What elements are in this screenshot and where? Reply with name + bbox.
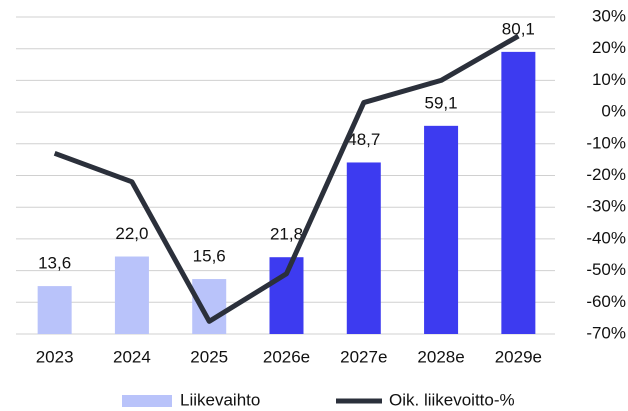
value-label: 13,6 — [38, 254, 71, 273]
legend-swatch — [122, 395, 172, 407]
legend-label: Liikevaihto — [180, 390, 260, 409]
line — [53, 33, 520, 324]
x-tick-label: 2028e — [417, 347, 464, 366]
bar — [114, 256, 149, 334]
bar — [501, 51, 536, 335]
y2-tick-label: 20% — [592, 38, 626, 57]
x-tick-label: 2025 — [190, 347, 228, 366]
y2-tick-label: 10% — [592, 70, 626, 89]
bar — [346, 162, 381, 334]
legend-label: Oik. liikevoitto-% — [389, 390, 515, 409]
y2-tick-label: -50% — [586, 260, 626, 279]
x-tick-label: 2023 — [36, 347, 74, 366]
y2-tick-label: 0% — [601, 102, 626, 121]
y2-tick-label: 30% — [592, 6, 626, 25]
y2-tick-label: -30% — [586, 197, 626, 216]
value-label: 59,1 — [425, 93, 458, 112]
y2-tick-label: -20% — [586, 165, 626, 184]
value-label: 22,0 — [115, 224, 148, 243]
bar — [424, 125, 459, 334]
value-label: 48,7 — [347, 130, 380, 149]
y2-tick-label: -70% — [586, 323, 626, 342]
value-label: 21,8 — [270, 225, 303, 244]
bar — [37, 286, 72, 334]
y2-tick-label: -10% — [586, 133, 626, 152]
x-tick-label: 2026e — [263, 347, 310, 366]
bar — [192, 279, 227, 334]
y2-tick-label: -40% — [586, 228, 626, 247]
x-tick-label: 2024 — [113, 347, 151, 366]
x-tick-label: 2029e — [495, 347, 542, 366]
value-label: 15,6 — [193, 247, 226, 266]
value-label: 80,1 — [502, 19, 535, 38]
y2-tick-label: -60% — [586, 292, 626, 311]
x-tick-label: 2027e — [340, 347, 387, 366]
